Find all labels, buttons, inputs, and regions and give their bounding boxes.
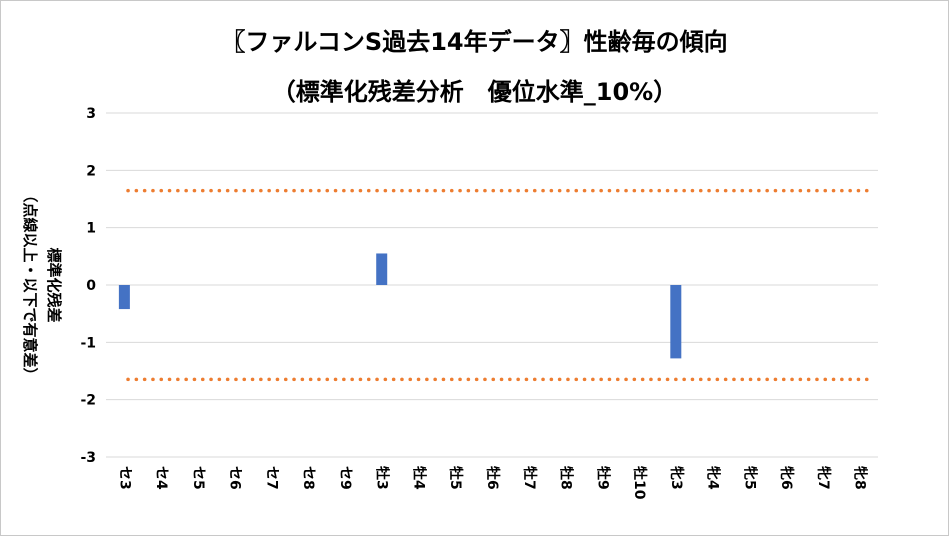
y-tick-label: -1 xyxy=(80,335,96,351)
y-tick-label: 2 xyxy=(86,163,96,179)
chart-title: 〖ファルコンS過去14年データ〗性齢毎の傾向 xyxy=(221,28,728,56)
x-tick-label: 牝8 xyxy=(852,466,869,490)
bar xyxy=(670,285,682,359)
x-tick-label: セ8 xyxy=(300,466,316,490)
x-tick-label: 牝5 xyxy=(741,466,758,490)
y-tick-label: -3 xyxy=(80,450,96,466)
x-tick-label: セ5 xyxy=(190,466,206,490)
x-tick-label: 牝6 xyxy=(778,466,795,490)
x-tick-label: 牝7 xyxy=(815,466,832,490)
x-tick-label: セ9 xyxy=(337,466,353,490)
bar xyxy=(376,253,388,285)
x-tick-label: セ3 xyxy=(116,466,132,490)
x-tick-label: 牝3 xyxy=(668,466,685,490)
chart-subtitle: （標準化残差分析 優位水準_10%） xyxy=(271,78,678,106)
y-tick-label: 0 xyxy=(86,278,96,294)
x-tick-label: 牡7 xyxy=(521,466,538,490)
x-tick-label: 牡8 xyxy=(558,466,575,490)
x-tick-label: 牡10 xyxy=(631,466,648,500)
bar xyxy=(118,285,130,310)
x-tick-label: セ4 xyxy=(153,466,169,490)
x-tick-label: 牡6 xyxy=(484,466,501,490)
x-tick-label: 牡4 xyxy=(410,466,427,490)
y-tick-label: 3 xyxy=(86,106,96,122)
x-tick-label: 牡3 xyxy=(374,466,391,490)
y-tick-label: -2 xyxy=(80,393,96,409)
x-tick-label: 牡5 xyxy=(447,466,464,490)
x-tick-label: 牡9 xyxy=(594,466,611,490)
x-tick-label: 牝4 xyxy=(705,466,722,490)
x-tick-label: セ6 xyxy=(227,466,243,490)
y-tick-label: 1 xyxy=(86,221,96,237)
x-tick-label: セ7 xyxy=(263,466,279,490)
